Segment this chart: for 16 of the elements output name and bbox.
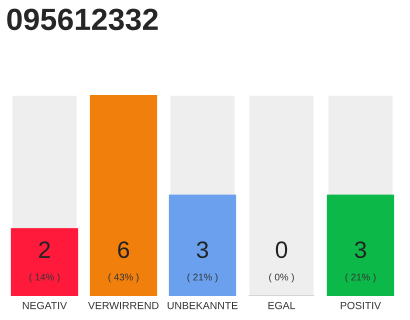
annotation: ( 21% ) [187,273,218,282]
x-tick-label: NEGATIV [22,302,67,310]
data-label: 2 [39,241,50,258]
data-label: 0 [276,241,288,258]
annotation: ( 14% ) [29,273,60,282]
x-tick-label: VERWIRREND [88,302,158,310]
x-tick-label: POSITIV [340,302,382,310]
annotation: ( 43% ) [108,273,139,282]
data-label: 3 [354,241,366,258]
x-tick-label: UNBEKANNTE [168,302,238,310]
chart-title: 095612332 [7,8,158,30]
data-label: 6 [118,241,130,258]
annotation: ( 0% ) [269,273,294,282]
annotation: ( 21% ) [345,273,376,282]
data-label: 3 [196,241,208,258]
x-tick-label: EGAL [268,302,296,310]
